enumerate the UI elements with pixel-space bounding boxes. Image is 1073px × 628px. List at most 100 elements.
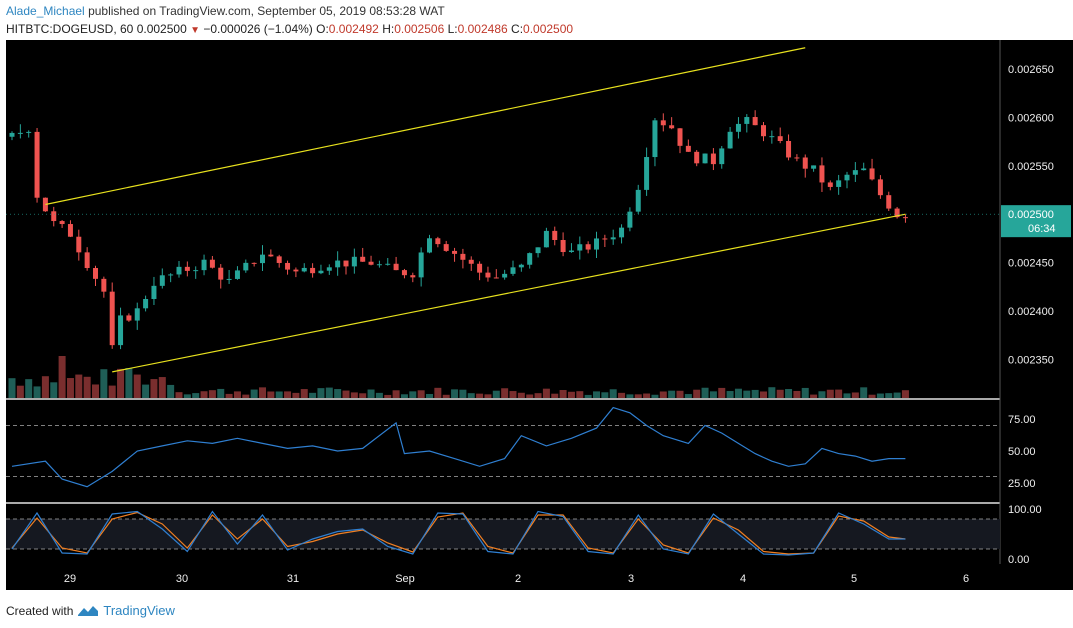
volume-bar [826,389,834,398]
candle-body [251,262,257,264]
last-price-tag [1001,205,1071,238]
candle-body [201,259,207,271]
volume-bar [567,391,575,398]
candle-body [301,267,307,272]
channel-upper-line [45,47,806,206]
candle-body [836,180,842,187]
volume-bar [718,387,726,398]
volume-bar [167,384,175,398]
volume-bar [818,391,826,398]
candle-body [109,291,115,346]
candle-body [134,308,140,321]
close-value: 0.002500 [523,22,574,36]
candle-body [802,157,808,169]
rsi-pane [6,400,1000,502]
volume-bar [659,391,667,398]
volume-bar [100,369,108,398]
time-tick-label: 31 [287,573,299,585]
volume-bar [409,391,417,398]
tradingview-brand[interactable]: TradingView [103,603,175,618]
volume-bar [392,390,400,398]
volume-bar [92,384,99,398]
price-tick-label: 0.002400 [1008,306,1054,318]
candle-body [694,151,700,164]
volume-bar [542,388,550,398]
time-tick-label: 5 [851,573,857,585]
candle-body [577,244,583,251]
volume-bar [484,394,492,398]
candle-body [118,315,124,346]
candle-body [226,278,232,280]
last-price-label: 0.002500 [1008,209,1054,221]
candle-body [151,285,157,300]
volume-bar [208,390,216,398]
candle-body [669,125,675,129]
candle-body [543,230,549,248]
volume-bar [108,385,116,398]
candle-body [34,131,40,198]
candle-body [677,128,683,146]
candle-body [410,275,416,278]
candle-body [443,244,449,251]
volume-bar [50,382,58,398]
volume-bar [885,393,893,398]
volume-bar [359,393,367,398]
candle-body [719,148,725,165]
volume-bar [192,393,200,398]
ohlc-header: HITBTC:DOGEUSD, 60 0.002500 ▼ −0.000026 … [6,22,573,36]
candle-body [585,244,591,250]
candle-body [535,247,541,254]
volume-bar [492,390,500,398]
time-tick-label: 29 [64,573,76,585]
candle-body [42,197,48,212]
volume-bar [776,389,784,398]
volume-bar [442,394,450,398]
candle-body [285,262,291,270]
candle-body [351,256,357,267]
candle-body [527,253,533,265]
volume-bar [384,394,392,398]
stoch-tick-label: 0.00 [1008,554,1029,566]
volume-bar [8,378,16,398]
volume-bar [701,387,709,398]
candle-body [184,266,190,271]
candle-body [59,221,65,225]
volume-bar [709,391,717,398]
candle-body [9,132,15,137]
volume-bar [843,393,851,398]
candle-body [827,182,833,187]
volume-bar [668,390,676,398]
candle-body [727,131,733,149]
volume-bar [284,391,292,398]
candle-body [844,174,850,181]
candle-body [894,208,900,218]
candle-body [819,165,825,183]
author-link[interactable]: Alade_Michael [6,4,85,18]
candle-body [568,250,574,253]
volume-bar [901,390,909,398]
volume-bar [309,392,317,398]
volume-bar [793,390,801,398]
price-change: −0.000026 (−1.04%) [203,22,313,36]
candle-body [318,270,324,274]
published-text: published on TradingView.com, September … [88,4,445,18]
rsi-tick-label: 75.00 [1008,414,1036,426]
volume-bar [325,387,333,398]
volume-bar [75,374,83,398]
created-with-text: Created with [6,603,74,618]
volume-bar [851,392,859,398]
candle-body [852,170,858,175]
volume-bar [217,388,225,398]
volume-bar [551,393,559,398]
candle-body [560,239,566,253]
candle-body [452,250,458,254]
time-tick-label: 3 [628,573,634,585]
volume-bar [275,391,283,398]
volume-bar [16,385,24,398]
close-label: C: [511,22,524,36]
volume-bar [125,368,133,398]
candle-body [360,256,366,262]
candle-body [685,145,691,152]
volume-bar [868,394,876,398]
